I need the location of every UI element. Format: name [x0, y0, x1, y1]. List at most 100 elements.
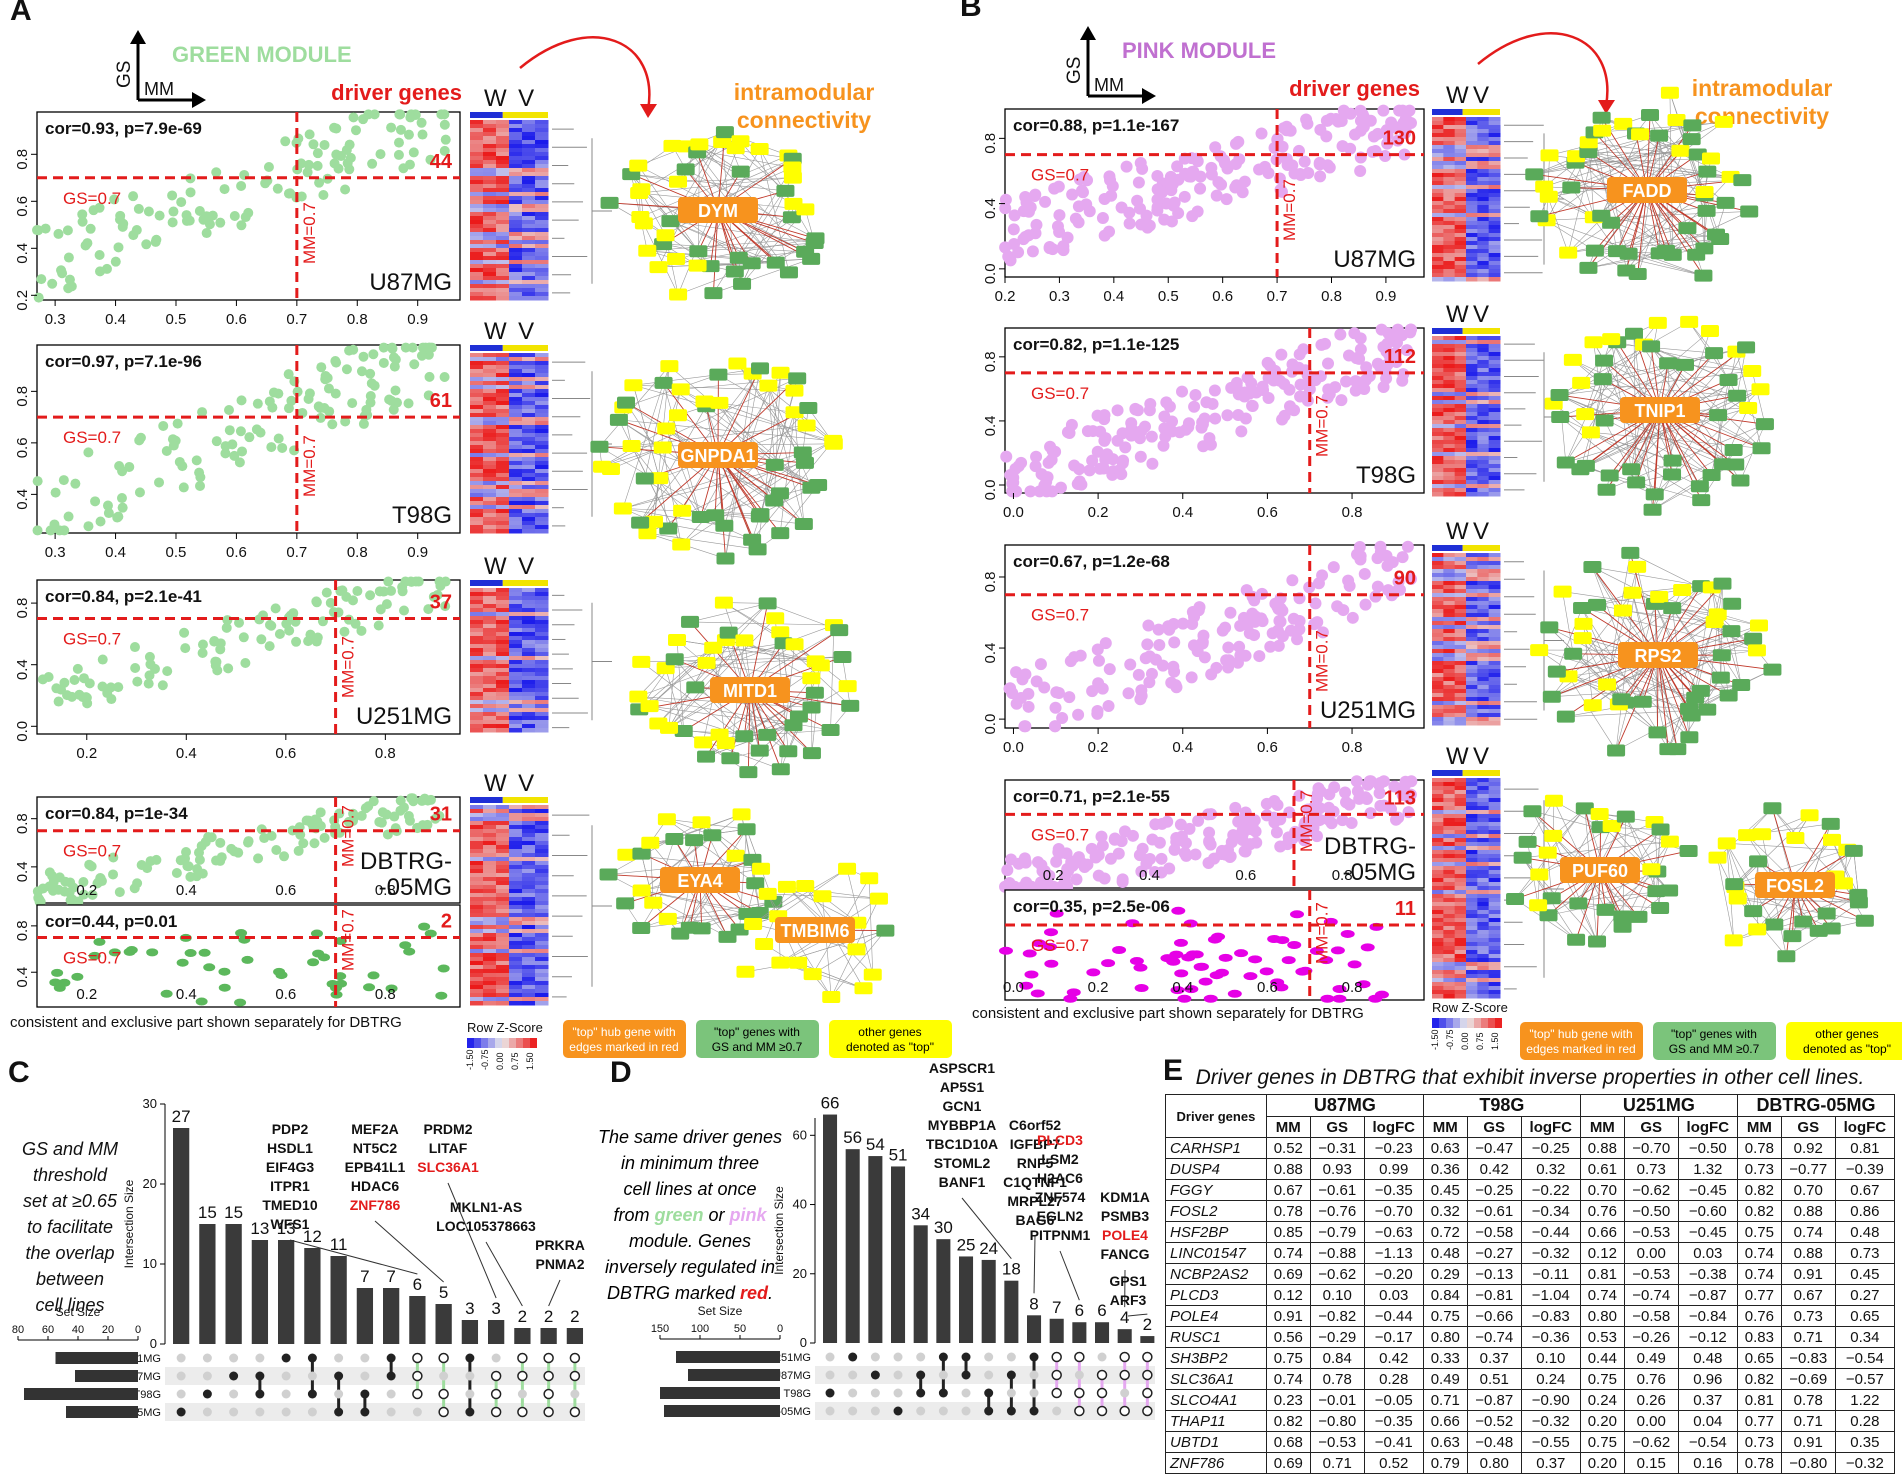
panel-a-heat-2-heat-cell: [535, 365, 549, 370]
panel-b-plot-3-point: [1104, 663, 1116, 675]
panel-b-net-2-gene-node: [1551, 411, 1569, 423]
panel-a-net-3-gene-node: [698, 657, 716, 669]
panel-a-heat-1-heat-cell: [496, 160, 510, 165]
panel-a-plot-4-point: [172, 868, 182, 878]
panel-a-plot-2-driver-count: 61: [430, 390, 452, 412]
panel-b-heat-4-heat-cell: [1489, 782, 1501, 787]
panel-b-plot-2-point: [1144, 404, 1156, 416]
panel-a-heat-4-heat-cell: [535, 873, 549, 878]
panel-b-heat-2-heat-cell: [1443, 444, 1455, 449]
panel-a-heat-3-heat-cell: [470, 728, 484, 733]
panel-b-heat-3-heat-cell: [1466, 665, 1478, 670]
panel-a-net-1-gene-node: [629, 160, 647, 172]
panel-b-plot-3-point: [1072, 709, 1084, 721]
panel-b-heat-1-heat-cell: [1455, 137, 1467, 142]
panel-b-plot-2-point: [1355, 332, 1367, 344]
panel-b-heat-3-heat-cell: [1432, 581, 1444, 586]
panel-a-heat-2-heat-cell: [522, 357, 536, 362]
panel-b-net-2-gene-node: [1596, 415, 1614, 427]
panel-a-heat-4-heat-cell: [535, 893, 549, 898]
panel-a-heat-3-heat-cell: [535, 696, 549, 701]
panel-b-net-1-gene-node: [1586, 245, 1604, 257]
panel-b-heat-1-heat-cell: [1455, 141, 1467, 146]
panel-b-heat-4-heat-cell: [1489, 806, 1501, 811]
panel-a-plot-2-gs-label: GS=0.7: [63, 428, 121, 447]
panel-b-heat-1-heat-cell: [1443, 241, 1455, 246]
panel-b-heat-1-heat-cell: [1455, 149, 1467, 154]
panel-a-heat-3-heat-cell: [509, 612, 523, 617]
panel-a-heat-2-heat-cell: [470, 481, 484, 486]
panel-a-plot-3-point: [291, 637, 301, 647]
panel-a-heat-4-heat-cell: [509, 989, 523, 994]
panel-a-heat-2-heat-cell: [483, 457, 497, 462]
panel-a-heat-1-heat-cell: [496, 148, 510, 153]
panel-b-heat-4-v-bar: [1463, 770, 1500, 776]
panel-a-heat-2-heat-cell: [470, 425, 484, 430]
panel-a-heat-2-heat-cell: [522, 389, 536, 394]
panel-a-plot-1-point: [320, 140, 330, 150]
panel-b-heat-4-heat-cell: [1455, 810, 1467, 815]
panel-b-plot-4-point: [1005, 853, 1017, 865]
panel-a-heat-4-heat-cell: [496, 845, 510, 850]
panel-b-heat-3-heat-cell: [1432, 641, 1444, 646]
panel-a-plot-2-ytick-label: 0.4: [14, 489, 31, 510]
panel-b-heat-1-heat-cell: [1432, 145, 1444, 150]
panel-b-heat-3-heat-cell: [1455, 577, 1467, 582]
panel-a-heat-1-heat-cell: [470, 228, 484, 233]
panel-b-plot-5-point: [1195, 963, 1209, 971]
panel-b-plot-3-point: [1093, 655, 1105, 667]
panel-b-heat-1-heat-cell: [1477, 209, 1489, 214]
panel-a-heat-2-heat-cell: [509, 469, 523, 474]
panel-a-net-2-gene-node: [751, 362, 769, 374]
panel-b-plot-5-driver-count: 11: [1395, 898, 1416, 920]
panel-a-plot-1-point: [260, 178, 270, 188]
panel-a-plot-3-point: [397, 582, 407, 592]
panel-a-heat-2-heat-cell: [483, 385, 497, 390]
panel-a-heat-1-heat-cell: [535, 212, 549, 217]
panel-b-heat-2-heat-cell: [1432, 396, 1444, 401]
panel-a-net-4-gene-node: [632, 922, 650, 934]
panel-a-heat-4-heat-cell: [483, 993, 497, 998]
panel-b-heat-4-heat-cell: [1455, 986, 1467, 991]
panel-a-net-3-gene-node: [784, 719, 802, 731]
panel-b-heat-2-heat-cell: [1455, 468, 1467, 473]
panel-a-heat-1-heat-cell: [535, 120, 549, 125]
panel-b-heat-4-heat-cell: [1455, 866, 1467, 871]
panel-b-heat-4-heat-cell: [1455, 886, 1467, 891]
panel-a-heat-3-heat-cell: [470, 596, 484, 601]
panel-a-heat-2-heat-cell: [483, 361, 497, 366]
panel-b-net-1-gene-node: [1671, 145, 1689, 157]
panel-b-heat-4-heat-cell: [1466, 874, 1478, 879]
panel-b-heat-3-heat-cell: [1466, 629, 1478, 634]
panel-a-heat-1-heat-cell: [470, 220, 484, 225]
panel-b-heat-3-heat-cell: [1432, 689, 1444, 694]
panel-b-heat-3-heat-cell: [1455, 717, 1467, 722]
panel-a-net-2-gene-node: [654, 441, 672, 453]
panel-a-heat-4-heat-cell: [535, 857, 549, 862]
panel-b-heat-4-heat-cell: [1455, 946, 1467, 951]
panel-a-heat-4-heat-cell: [483, 961, 497, 966]
panel-a-heat-1-heat-cell: [535, 188, 549, 193]
panel-b-heat-1-heat-cell: [1477, 237, 1489, 242]
panel-b-heat-1-heat-cell: [1477, 233, 1489, 238]
panel-a-heat-4-heat-cell: [535, 853, 549, 858]
panel-b-plot-1-point: [1349, 128, 1361, 140]
panel-a-heat-1-heat-cell: [483, 244, 497, 249]
panel-a-heat-2-v-bar: [503, 345, 548, 351]
panel-a-intramodular-label: intramodular: [734, 79, 875, 105]
panel-b-heat-2-heat-cell: [1489, 492, 1501, 497]
panel-a-heat-2-heat-cell: [483, 437, 497, 442]
panel-b-plot-5-point: [1368, 995, 1382, 1003]
panel-a-heat-2-heat-cell: [522, 513, 536, 518]
panel-a-heat-2-heat-cell: [470, 413, 484, 418]
panel-b-heat-2-heat-cell: [1455, 448, 1467, 453]
panel-a-heat-1-heat-cell: [522, 152, 536, 157]
panel-a-heat-3-heat-cell: [483, 660, 497, 665]
panel-b-heat-4-heat-cell: [1455, 950, 1467, 955]
panel-a-heat-2-heat-cell: [470, 409, 484, 414]
panel-b-plot-4-point: [1127, 830, 1139, 842]
panel-b-heat-4-heat-cell: [1477, 966, 1489, 971]
panel-b-plot-2-point: [1275, 349, 1287, 361]
panel-b-heat-1-heat-cell: [1489, 257, 1501, 262]
panel-a-plot-5-point: [307, 958, 319, 966]
